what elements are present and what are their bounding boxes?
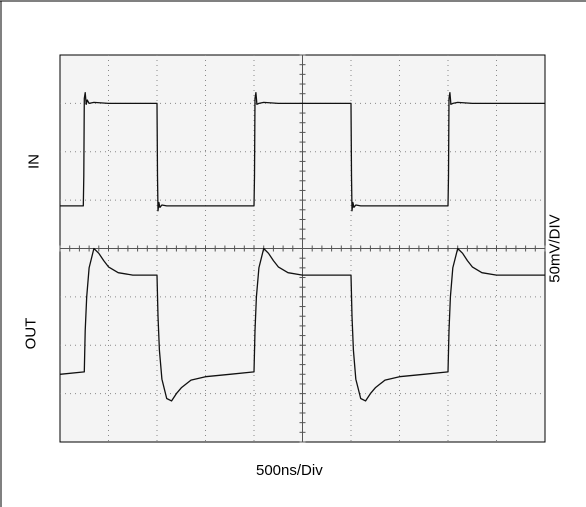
channel-label-in: IN: [25, 154, 43, 169]
traces: [59, 92, 545, 402]
horizontal-scale-label: 500ns/Div: [256, 462, 323, 479]
channel-label-out: OUT: [22, 317, 40, 350]
vertical-scale-label: 50mV/DIV: [546, 214, 564, 283]
waveform-out: [59, 247, 545, 402]
waveform-in: [60, 92, 545, 212]
